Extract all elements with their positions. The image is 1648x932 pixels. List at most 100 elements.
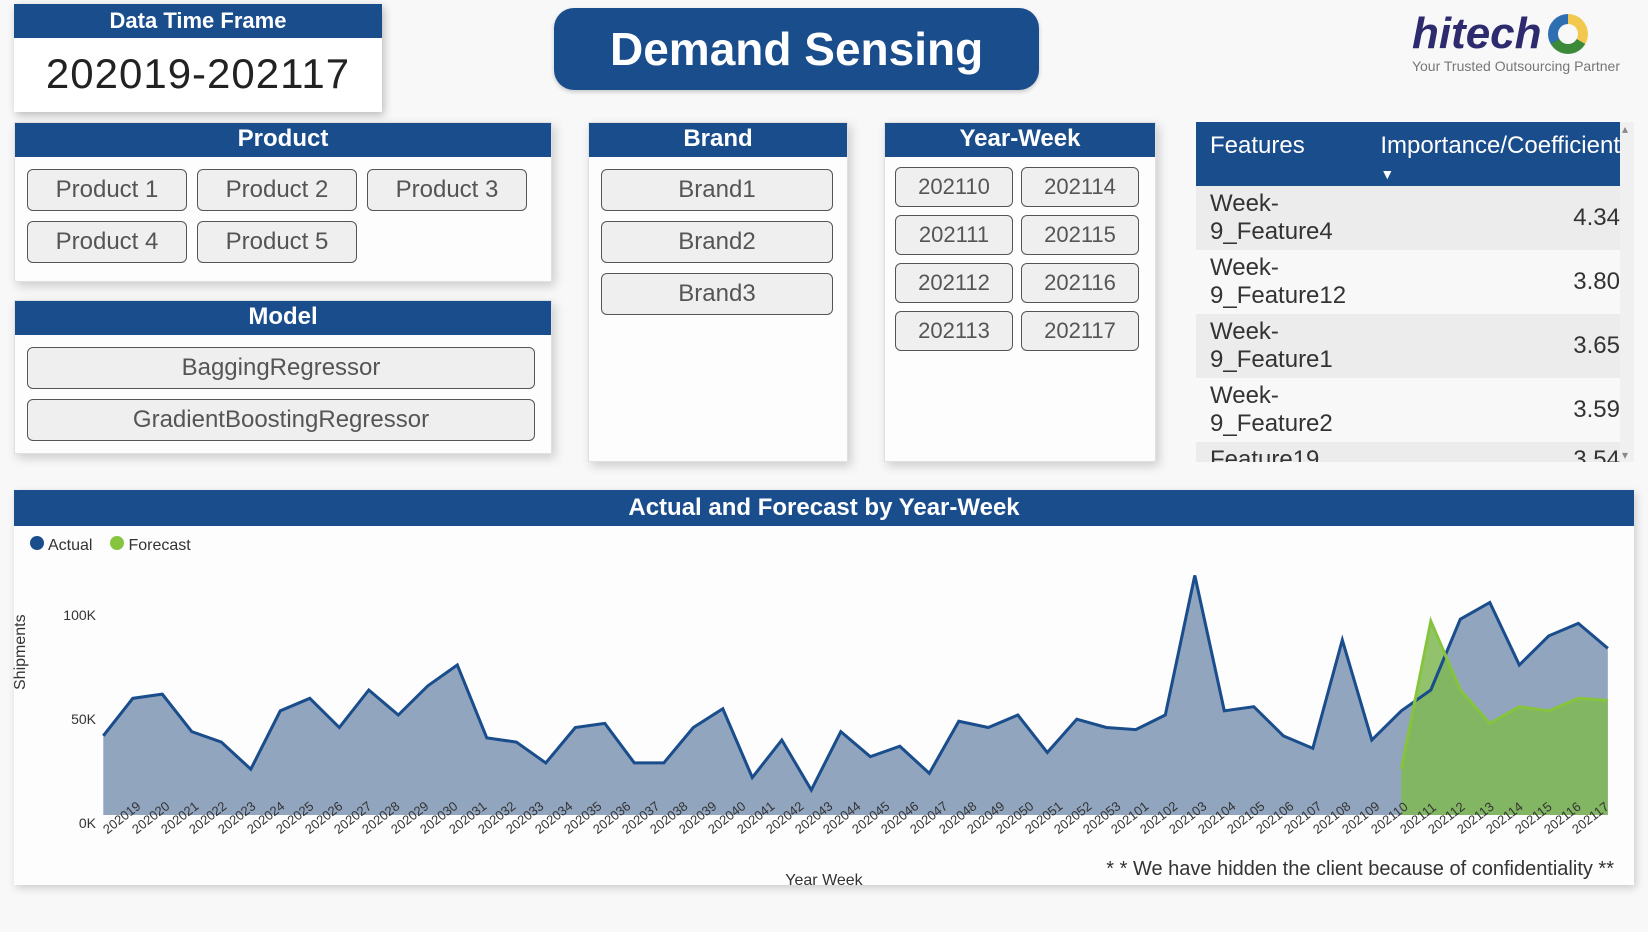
x-tick: 202113 xyxy=(1454,825,1463,837)
table-row[interactable]: Week-9_Feature2 3.59 xyxy=(1196,378,1634,442)
x-tick: 202047 xyxy=(907,825,916,837)
x-tick: 202107 xyxy=(1281,825,1290,837)
y-axis-label: Shipments xyxy=(12,614,30,690)
x-tick: 202117 xyxy=(1569,825,1578,837)
x-tick: 202106 xyxy=(1253,825,1262,837)
x-tick: 202022 xyxy=(186,825,195,837)
confidentiality-note: * * We have hidden the client because of… xyxy=(1106,858,1614,881)
product-filter-title: Product xyxy=(15,123,551,157)
features-scrollbar[interactable] xyxy=(1620,122,1634,462)
x-tick: 202053 xyxy=(1080,825,1089,837)
legend-actual-label: Actual xyxy=(48,537,92,554)
brand-chip-1[interactable]: Brand2 xyxy=(601,221,833,263)
page-title: Demand Sensing xyxy=(554,8,1039,90)
feature-name: Week-9_Feature4 xyxy=(1196,186,1366,250)
chart-title: Actual and Forecast by Year-Week xyxy=(14,490,1634,526)
brand-filter-title: Brand xyxy=(589,123,847,157)
feature-name: Week-9_Feature2 xyxy=(1196,378,1366,442)
product-chip-4[interactable]: Product 5 xyxy=(197,221,357,263)
brand-chip-0[interactable]: Brand1 xyxy=(601,169,833,211)
x-tick: 202030 xyxy=(417,825,426,837)
x-tick: 202032 xyxy=(475,825,484,837)
feature-name: Feature19 xyxy=(1196,442,1366,462)
table-row[interactable]: Week-9_Feature12 3.80 xyxy=(1196,250,1634,314)
brand-chip-2[interactable]: Brand3 xyxy=(601,273,833,315)
product-chip-0[interactable]: Product 1 xyxy=(27,169,187,211)
x-tick: 202023 xyxy=(215,825,224,837)
feature-value: 3.54 xyxy=(1366,442,1634,462)
yearweek-filter-title: Year-Week xyxy=(885,123,1155,157)
x-tick: 202021 xyxy=(158,825,167,837)
model-chip-0[interactable]: BaggingRegressor xyxy=(27,347,535,389)
table-row[interactable]: Week-9_Feature1 3.65 xyxy=(1196,314,1634,378)
yearweek-chip-3[interactable]: 202115 xyxy=(1021,215,1139,255)
logo-swirl-icon xyxy=(1548,14,1588,54)
y-tick: 50K xyxy=(56,711,96,727)
x-tick: 202114 xyxy=(1483,825,1492,837)
x-tick: 202035 xyxy=(561,825,570,837)
feature-value: 3.80 xyxy=(1366,250,1634,314)
x-tick: 202034 xyxy=(532,825,541,837)
yearweek-chip-2[interactable]: 202111 xyxy=(895,215,1013,255)
x-tick: 202020 xyxy=(129,825,138,837)
x-tick: 202103 xyxy=(1166,825,1175,837)
x-tick: 202036 xyxy=(590,825,599,837)
x-tick: 202104 xyxy=(1195,825,1204,837)
product-chip-3[interactable]: Product 4 xyxy=(27,221,187,263)
yearweek-chip-5[interactable]: 202116 xyxy=(1021,263,1139,303)
dtf-label: Data Time Frame xyxy=(14,4,382,38)
x-tick: 202109 xyxy=(1339,825,1348,837)
features-col-header[interactable]: Features xyxy=(1196,122,1366,186)
x-tick: 202038 xyxy=(647,825,656,837)
x-tick: 202116 xyxy=(1541,825,1550,837)
model-chip-1[interactable]: GradientBoostingRegressor xyxy=(27,399,535,441)
model-filter-title: Model xyxy=(15,301,551,335)
x-tick: 202040 xyxy=(705,825,714,837)
chart-card: Actual and Forecast by Year-Week Actual … xyxy=(14,490,1634,885)
x-tick: 202048 xyxy=(936,825,945,837)
x-tick: 202049 xyxy=(964,825,973,837)
product-chip-1[interactable]: Product 2 xyxy=(197,169,357,211)
chart-legend: Actual Forecast xyxy=(14,526,1634,555)
x-tick: 202039 xyxy=(676,825,685,837)
logo-tagline: Your Trusted Outsourcing Partner xyxy=(1412,58,1620,74)
feature-value: 4.34 xyxy=(1366,186,1634,250)
y-tick: 0K xyxy=(56,815,96,831)
x-tick: 202031 xyxy=(446,825,455,837)
sort-desc-icon: ▼ xyxy=(1380,166,1394,182)
x-tick: 202041 xyxy=(734,825,743,837)
brand-logo: hitech Your Trusted Outsourcing Partner xyxy=(1412,12,1620,74)
x-tick: 202051 xyxy=(1022,825,1031,837)
yearweek-chip-6[interactable]: 202113 xyxy=(895,311,1013,351)
x-tick: 202033 xyxy=(503,825,512,837)
x-tick: 202027 xyxy=(331,825,340,837)
yearweek-chip-7[interactable]: 202117 xyxy=(1021,311,1139,351)
importance-col-header[interactable]: Importance/Coefficient ▼ xyxy=(1366,122,1634,186)
yearweek-chip-0[interactable]: 202110 xyxy=(895,167,1013,207)
features-table-panel: Features Importance/Coefficient ▼ Week-9… xyxy=(1196,122,1634,462)
table-row[interactable]: Week-9_Feature4 4.34 xyxy=(1196,186,1634,250)
x-tick: 202050 xyxy=(993,825,1002,837)
logo-text: hitech xyxy=(1412,12,1542,56)
x-tick: 202028 xyxy=(359,825,368,837)
y-tick: 100K xyxy=(56,607,96,623)
feature-name: Week-9_Feature1 xyxy=(1196,314,1366,378)
brand-filter-panel: Brand Brand1 Brand2 Brand3 xyxy=(588,122,848,462)
x-tick: 202115 xyxy=(1512,825,1521,837)
feature-name: Week-9_Feature12 xyxy=(1196,250,1366,314)
feature-value: 3.59 xyxy=(1366,378,1634,442)
yearweek-chip-4[interactable]: 202112 xyxy=(895,263,1013,303)
x-tick: 202110 xyxy=(1368,825,1377,837)
yearweek-chip-1[interactable]: 202114 xyxy=(1021,167,1139,207)
x-tick: 202102 xyxy=(1137,825,1146,837)
x-tick: 202046 xyxy=(878,825,887,837)
x-tick: 202043 xyxy=(792,825,801,837)
dtf-value: 202019-202117 xyxy=(14,38,382,112)
table-row[interactable]: Feature19 3.54 xyxy=(1196,442,1634,462)
product-chip-2[interactable]: Product 3 xyxy=(367,169,527,211)
x-tick: 202111 xyxy=(1397,825,1406,837)
line-area-chart xyxy=(30,555,1618,825)
legend-actual-dot xyxy=(30,536,44,550)
feature-value: 3.65 xyxy=(1366,314,1634,378)
x-tick: 202105 xyxy=(1224,825,1233,837)
